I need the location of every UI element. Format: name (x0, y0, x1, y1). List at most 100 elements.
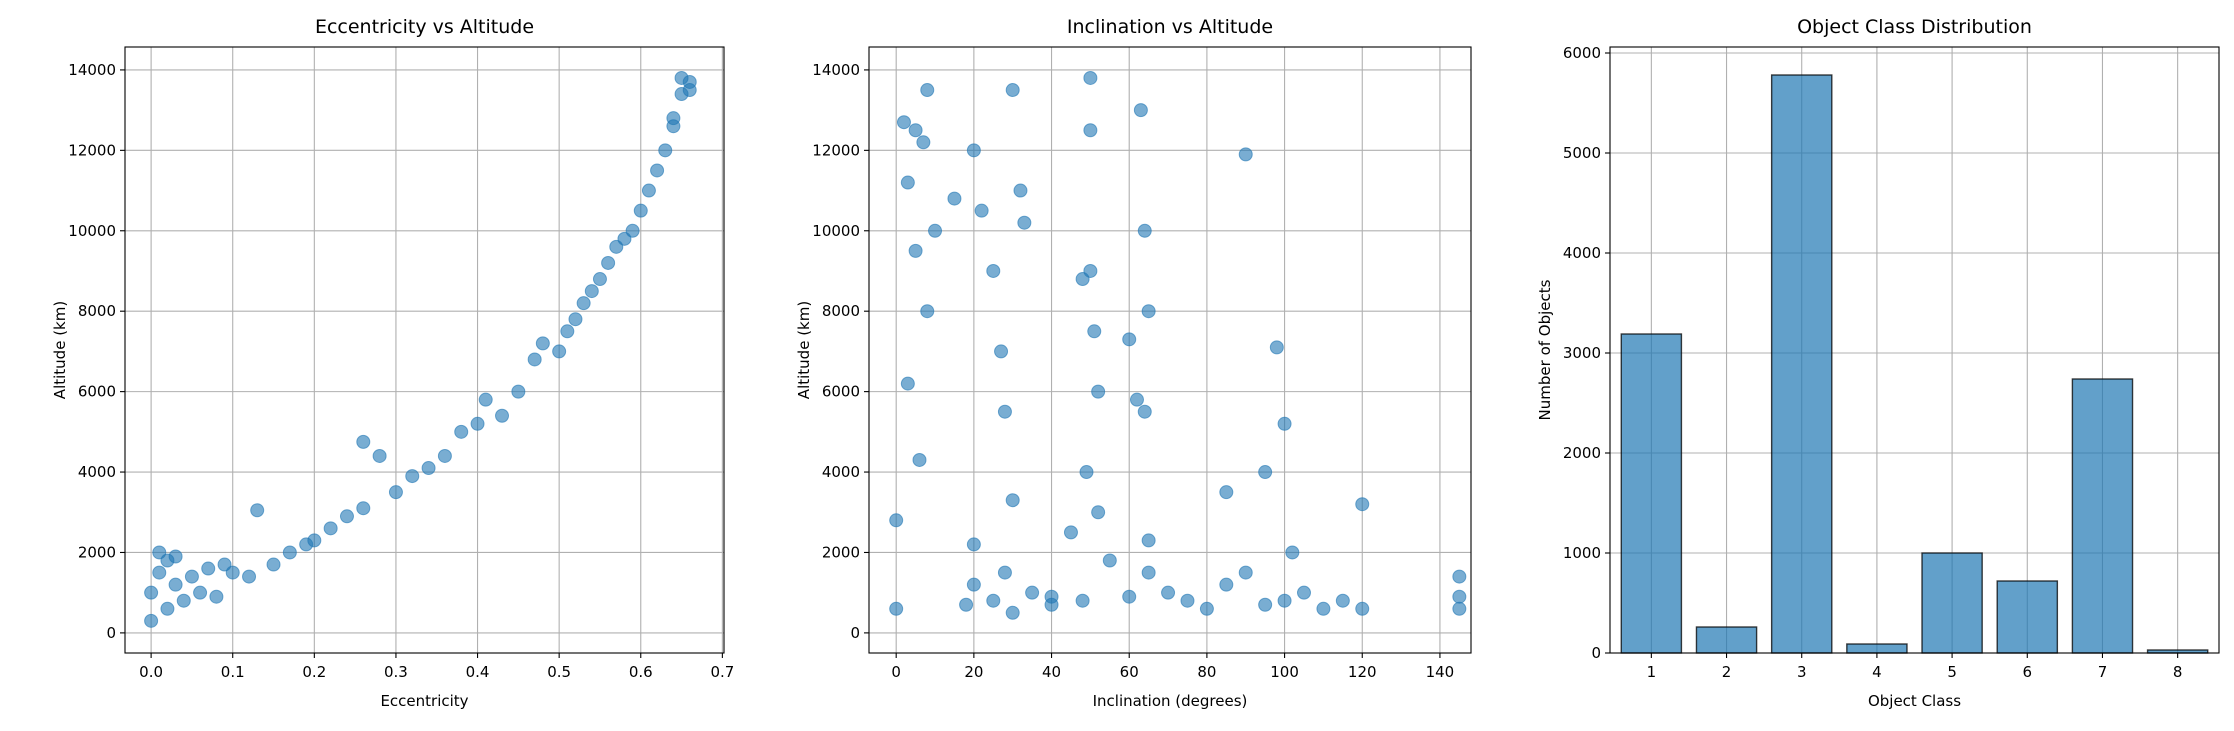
y-tick-label: 10000 (812, 222, 860, 240)
scatter-point (1005, 493, 1020, 508)
scatter-point (889, 513, 904, 528)
scatter-point (1238, 565, 1253, 580)
scatter-point (1219, 577, 1234, 592)
y-tick-label: 14000 (812, 61, 860, 79)
scatter-point (282, 545, 297, 560)
scatter-point (552, 344, 567, 359)
x-tick-label: 0.2 (302, 663, 326, 681)
scatter-point (592, 272, 607, 287)
x-axis-label: Object Class (1868, 692, 1961, 710)
scatter-point (576, 296, 591, 311)
scatter-point (1137, 223, 1152, 238)
scatter-point (511, 384, 526, 399)
y-tick-label: 6000 (78, 383, 116, 401)
bar (1620, 333, 1683, 654)
x-tick-label: 0 (891, 663, 901, 681)
scatter-point (920, 304, 935, 319)
scatter-point (1219, 485, 1234, 500)
scatter-point (356, 434, 371, 449)
scatter-point (994, 344, 1009, 359)
scatter-point (900, 175, 915, 190)
scatter-point (176, 593, 191, 608)
scatter-point (1087, 324, 1102, 339)
scatter-point (1452, 589, 1467, 604)
x-tick-label: 0.1 (221, 663, 245, 681)
scatter-point (527, 352, 542, 367)
scatter-point (641, 183, 656, 198)
bar (1921, 552, 1983, 654)
y-tick-label: 6000 (1563, 44, 1601, 62)
scatter-point (908, 123, 923, 138)
scatter-point (1137, 404, 1152, 419)
scatter-point (1258, 597, 1273, 612)
scatter-point (1277, 416, 1292, 431)
scatter-point (1335, 593, 1350, 608)
y-tick-label: 0 (106, 624, 116, 642)
scatter-point (168, 577, 183, 592)
scatter-point (1102, 553, 1117, 568)
scatter-point (454, 424, 469, 439)
scatter-point (584, 284, 599, 299)
scatter-point (1005, 605, 1020, 620)
scatter-point (1005, 83, 1020, 98)
scatter-point (1180, 593, 1195, 608)
y-tick-label: 8000 (78, 302, 116, 320)
scatter-point (666, 119, 681, 134)
scatter-point (1079, 465, 1094, 480)
scatter-point (1296, 585, 1311, 600)
scatter-point (1025, 585, 1040, 600)
scatter-point (674, 70, 689, 85)
y-axis-label: Altitude (km) (51, 301, 69, 399)
scatter-point (1355, 497, 1370, 512)
scatter-point (986, 263, 1001, 278)
scatter-point (601, 255, 616, 270)
x-tick-label: 2 (1722, 663, 1732, 681)
scatter-point (193, 585, 208, 600)
x-tick-label: 120 (1348, 663, 1377, 681)
x-tick-label: 3 (1797, 663, 1807, 681)
y-tick-label: 1000 (1563, 544, 1601, 562)
scatter-point (1355, 601, 1370, 616)
x-axis-label: Inclination (degrees) (1093, 692, 1248, 710)
scatter-point (1269, 340, 1284, 355)
axes-frame (868, 46, 1472, 654)
x-tick-label: 0.0 (139, 663, 163, 681)
subplot-title: Inclination vs Altitude (1067, 16, 1273, 38)
scatter-point (1277, 593, 1292, 608)
scatter-point (152, 565, 167, 580)
y-tick-label: 6000 (822, 383, 860, 401)
axes-frame (1609, 46, 2220, 654)
scatter-point (1091, 384, 1106, 399)
scatter-point (1044, 589, 1059, 604)
y-tick-label: 12000 (812, 141, 860, 159)
scatter-point (682, 83, 697, 98)
bar (2071, 378, 2134, 654)
y-tick-label: 0 (1591, 644, 1601, 662)
scatter-point (388, 485, 403, 500)
y-tick-label: 4000 (78, 463, 116, 481)
y-tick-label: 8000 (822, 302, 860, 320)
scatter-point (209, 589, 224, 604)
x-tick-label: 6 (2023, 663, 2033, 681)
scatter-point (889, 601, 904, 616)
scatter-point (896, 115, 911, 130)
scatter-point (1063, 525, 1078, 540)
scatter-point (307, 533, 322, 548)
x-tick-label: 0.5 (547, 663, 571, 681)
scatter-point (908, 243, 923, 258)
bar (1695, 626, 1758, 654)
y-tick-label: 4000 (1563, 244, 1601, 262)
scatter-point (1091, 505, 1106, 520)
scatter-point (1141, 304, 1156, 319)
scatter-point (405, 469, 420, 484)
scatter-point (1285, 545, 1300, 560)
x-tick-label: 20 (964, 663, 983, 681)
scatter-point (1258, 465, 1273, 480)
y-tick-label: 0 (850, 624, 860, 642)
y-tick-label: 4000 (822, 463, 860, 481)
scatter-point (997, 404, 1012, 419)
scatter-point (225, 565, 240, 580)
scatter-point (1013, 183, 1028, 198)
scatter-point (266, 557, 281, 572)
